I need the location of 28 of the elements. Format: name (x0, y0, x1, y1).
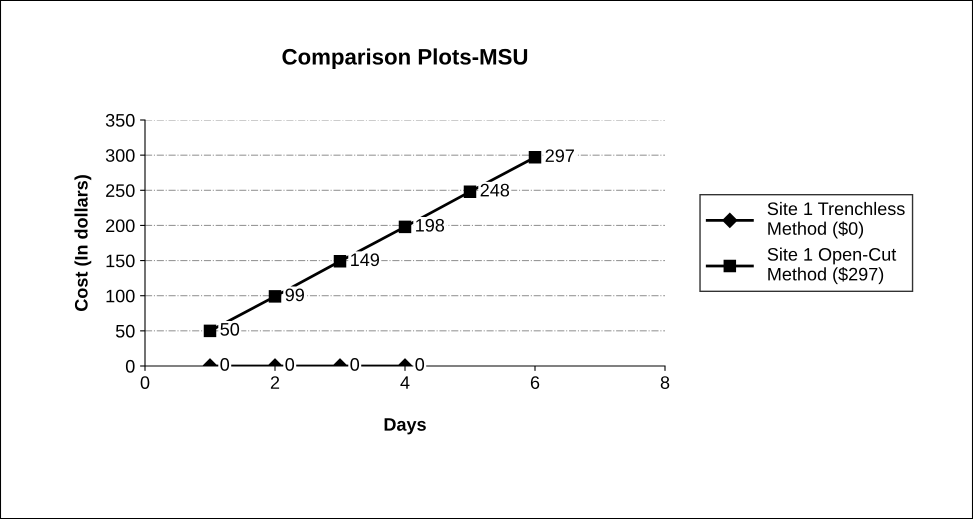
x-axis-title: Days (384, 418, 426, 434)
y-tick-label: 250 (106, 184, 135, 198)
y-axis-title: Cost (In dollars) (74, 175, 92, 311)
data-label: 50 (220, 322, 240, 336)
y-tick-label: 200 (106, 219, 135, 232)
data-label: 297 (546, 149, 574, 162)
x-tick-label: 6 (530, 376, 540, 389)
data-label: 0 (285, 358, 294, 371)
x-tick-label: 2 (270, 376, 280, 389)
data-label: 0 (220, 358, 230, 371)
y-tick-label: 350 (106, 114, 135, 127)
y-tick-label: 150 (106, 254, 135, 268)
chart-title: Comparison Plots-MSU (282, 48, 528, 70)
legend-label: Site 1 Trenchless Method ($0) (768, 202, 905, 238)
y-tick-label: 50 (116, 324, 135, 338)
y-tick-label: 300 (106, 149, 135, 162)
data-label: 149 (351, 253, 379, 266)
data-label: 248 (480, 184, 510, 197)
data-label: 0 (415, 358, 424, 371)
y-tick-label: 0 (126, 360, 135, 373)
x-tick-label: 4 (400, 376, 410, 389)
x-tick-label: 8 (660, 376, 670, 389)
y-tick-label: 100 (106, 290, 135, 302)
data-label: 0 (350, 358, 360, 371)
data-label: 99 (286, 288, 304, 302)
data-label: 198 (416, 218, 444, 232)
legend-label: Site 1 Open-Cut Method ($297) (768, 248, 896, 284)
x-tick-label: 0 (140, 376, 150, 389)
